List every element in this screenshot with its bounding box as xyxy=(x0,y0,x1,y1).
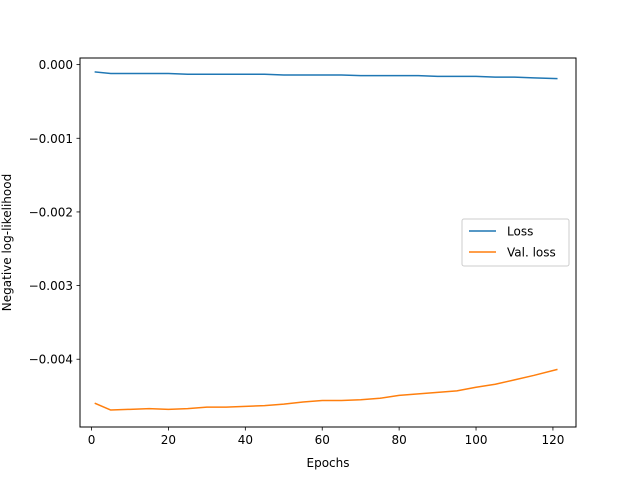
x-axis-ticks: 0 20 40 60 80 100 120 xyxy=(88,427,564,447)
series-line-loss xyxy=(94,71,558,80)
x-axis-label: Epochs xyxy=(307,456,350,470)
y-axis-ticks: 0.000 −0.001 −0.002 −0.003 −0.004 xyxy=(29,58,80,367)
x-tick-label: 80 xyxy=(391,433,406,447)
y-tick-label: −0.003 xyxy=(29,279,73,293)
legend-label-val-loss: Val. loss xyxy=(507,246,556,260)
y-tick-label: 0.000 xyxy=(39,58,73,72)
x-tick-label: 0 xyxy=(88,433,96,447)
y-tick-label: −0.002 xyxy=(29,205,73,219)
x-tick-label: 100 xyxy=(465,433,488,447)
y-tick-label: −0.004 xyxy=(29,353,73,367)
y-axis-label: Negative log-likelihood xyxy=(0,174,14,311)
x-tick-label: 40 xyxy=(238,433,253,447)
axes-frame xyxy=(79,57,577,428)
plot-area xyxy=(94,71,558,411)
legend-label-loss: Loss xyxy=(507,225,533,239)
x-tick-label: 120 xyxy=(541,433,564,447)
legend: Loss Val. loss xyxy=(461,218,570,267)
x-tick-label: 60 xyxy=(315,433,330,447)
x-tick-label: 20 xyxy=(161,433,176,447)
series-line-val-loss xyxy=(94,368,558,411)
series-layer xyxy=(94,71,558,411)
y-tick-label: −0.001 xyxy=(29,132,73,146)
